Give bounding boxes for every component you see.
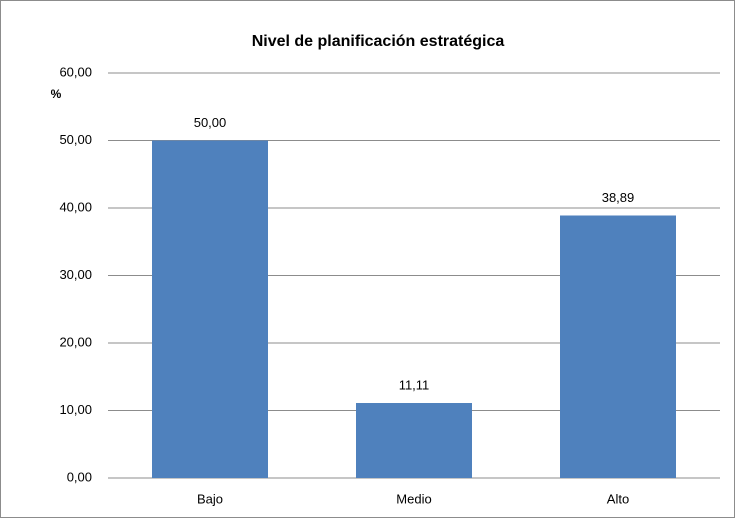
bar [356,403,472,478]
y-tick-label: 60,00 [59,64,92,79]
value-label: 50,00 [194,115,227,130]
x-tick-label: Alto [607,491,629,506]
y-tick-label: 40,00 [59,199,92,214]
y-tick-label: 10,00 [59,402,92,417]
y-tick-label: 30,00 [59,267,92,282]
x-tick-label: Medio [396,491,431,506]
bar [560,215,676,478]
y-tick-label: 50,00 [59,132,92,147]
chart-title: Nivel de planificación estratégica [252,33,505,50]
y-axis-label: % [51,87,62,101]
x-tick-label: Bajo [197,491,223,506]
value-label: 11,11 [399,377,430,392]
y-tick-label: 0,00 [67,469,92,484]
y-tick-label: 20,00 [59,334,92,349]
value-label: 38,89 [602,190,635,205]
bar [152,140,268,478]
